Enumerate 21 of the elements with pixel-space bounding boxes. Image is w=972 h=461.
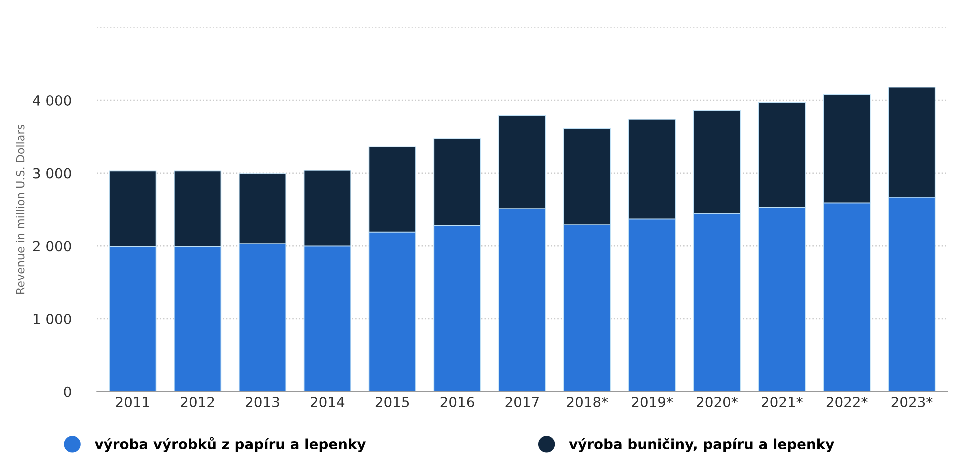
y-tick-label: 0 [64,386,72,398]
x-tick-label: 2012 [181,396,214,408]
x-tick-label: 2017 [506,396,539,408]
x-tick-label: 2016 [440,396,474,408]
y-tick-label: 2 000 [33,241,72,252]
x-tick-label: 2015 [376,396,410,408]
y-tick-label: 3 000 [34,168,72,179]
x-tick-label: 2014 [311,396,345,408]
y-tick-label: 4 000 [33,95,72,106]
y-tick-label: 1 000 [34,314,72,324]
x-tick-label: 2023* [892,396,933,408]
x-tick-label: 2019* [632,396,674,408]
x-tick-label: 2022* [826,396,868,408]
x-tick-label: 2011 [116,396,150,408]
x-tick-label: 2018* [567,396,608,408]
x-tick-label: 2020* [697,396,738,408]
legend-label: výroba buničiny, papíru a lepenky [569,438,834,452]
y-axis-title: Revenue in million U.S. Dollars [16,124,25,294]
legend-label: výroba výrobků z papíru a lepenky [94,437,366,452]
x-tick-label: 2013 [246,396,280,408]
x-tick-label: 2021* [762,396,803,408]
